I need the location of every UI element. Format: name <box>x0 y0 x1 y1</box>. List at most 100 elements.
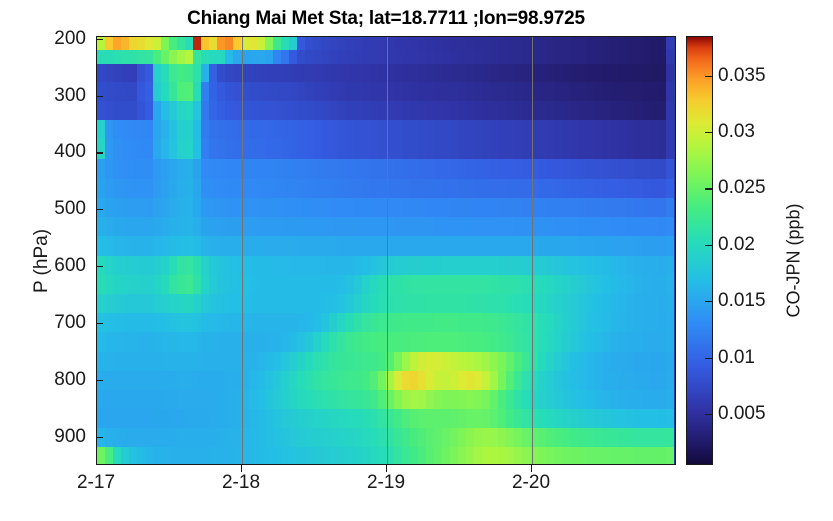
heatmap-cell <box>626 139 635 160</box>
heatmap-cell <box>585 409 594 429</box>
heatmap-column <box>513 37 522 464</box>
heatmap-cell <box>489 255 498 275</box>
heatmap-cell <box>457 293 466 314</box>
heatmap-cell <box>217 409 226 429</box>
heatmap-cell <box>377 49 386 65</box>
heatmap-cell <box>601 159 610 179</box>
heatmap-cell <box>105 370 114 390</box>
colorbar-tick-mark <box>705 414 713 416</box>
heatmap-cell <box>666 120 675 140</box>
heatmap-cell <box>553 389 562 410</box>
heatmap-cell <box>393 82 402 102</box>
heatmap-cell <box>201 293 210 314</box>
heatmap-cell <box>441 313 450 333</box>
heatmap-cell <box>513 217 522 237</box>
heatmap-cell <box>569 37 578 50</box>
heatmap-cell <box>417 274 426 294</box>
heatmap-cell <box>241 197 250 218</box>
heatmap-cell <box>353 236 362 256</box>
heatmap-column <box>113 37 122 464</box>
heatmap-cell <box>105 332 114 352</box>
heatmap-cell <box>569 332 578 352</box>
heatmap-cell <box>529 409 538 429</box>
heatmap-column <box>569 37 578 464</box>
heatmap-cell <box>137 64 146 83</box>
heatmap-cell <box>337 139 346 160</box>
heatmap-axes <box>96 36 676 465</box>
heatmap-cell <box>121 101 130 121</box>
x-gridline <box>242 37 243 464</box>
heatmap-cell <box>537 64 546 83</box>
heatmap-cell <box>297 37 306 50</box>
heatmap-cell <box>353 197 362 218</box>
heatmap-cell <box>225 409 234 429</box>
heatmap-cell <box>409 313 418 333</box>
heatmap-cell <box>193 82 202 102</box>
heatmap-cell <box>577 37 586 50</box>
heatmap-cell <box>233 217 242 237</box>
heatmap-cell <box>553 313 562 333</box>
heatmap-cell <box>465 197 474 218</box>
x-axis-tick-mark <box>241 465 243 472</box>
heatmap-cell <box>521 409 530 429</box>
heatmap-cell <box>577 255 586 275</box>
heatmap-cell <box>377 332 386 352</box>
heatmap-cell <box>417 197 426 218</box>
heatmap-cell <box>449 37 458 50</box>
heatmap-column <box>345 37 354 464</box>
heatmap-cell <box>337 64 346 83</box>
heatmap-cell <box>233 409 242 429</box>
heatmap-cell <box>642 332 651 352</box>
heatmap-cell <box>241 332 250 352</box>
heatmap-cell <box>561 139 570 160</box>
heatmap-cell <box>137 428 146 447</box>
heatmap-cell <box>145 197 154 218</box>
heatmap-cell <box>273 293 282 314</box>
heatmap-cell <box>433 37 442 50</box>
heatmap-cell <box>642 274 651 294</box>
heatmap-cell <box>577 159 586 179</box>
heatmap-column <box>481 37 490 464</box>
heatmap-cell <box>537 217 546 237</box>
heatmap-cell <box>561 37 570 50</box>
heatmap-cell <box>457 332 466 352</box>
heatmap-cell <box>305 409 314 429</box>
heatmap-cell <box>481 409 490 429</box>
heatmap-cell <box>393 428 402 447</box>
heatmap-cell <box>545 120 554 140</box>
heatmap-cell <box>249 197 258 218</box>
heatmap-cell <box>610 255 619 275</box>
heatmap-cell <box>345 236 354 256</box>
heatmap-cell <box>537 313 546 333</box>
heatmap-cell <box>105 120 114 140</box>
heatmap-cell <box>441 82 450 102</box>
heatmap-cell <box>561 255 570 275</box>
heatmap-cell <box>169 236 178 256</box>
heatmap-cell <box>417 37 426 50</box>
heatmap-cell <box>233 197 242 218</box>
heatmap-cell <box>129 82 138 102</box>
heatmap-cell <box>361 446 370 464</box>
heatmap-cell <box>569 120 578 140</box>
heatmap-cell <box>561 120 570 140</box>
heatmap-cell <box>121 49 130 65</box>
heatmap-cell <box>585 428 594 447</box>
heatmap-cell <box>626 49 635 65</box>
colorbar-tick-mark <box>705 357 713 359</box>
heatmap-cell <box>265 428 274 447</box>
heatmap-cell <box>233 370 242 390</box>
heatmap-cell <box>481 428 490 447</box>
heatmap-cell <box>569 409 578 429</box>
heatmap-cell <box>481 293 490 314</box>
heatmap-cell <box>385 236 394 256</box>
heatmap-cell <box>185 37 194 50</box>
heatmap-cell <box>201 332 210 352</box>
heatmap-cell <box>321 409 330 429</box>
heatmap-cell <box>145 409 154 429</box>
heatmap-cell <box>393 120 402 140</box>
heatmap-cell <box>121 37 130 50</box>
heatmap-cell <box>658 255 667 275</box>
heatmap-cell <box>209 120 218 140</box>
heatmap-column <box>537 37 546 464</box>
heatmap-cell <box>634 159 643 179</box>
